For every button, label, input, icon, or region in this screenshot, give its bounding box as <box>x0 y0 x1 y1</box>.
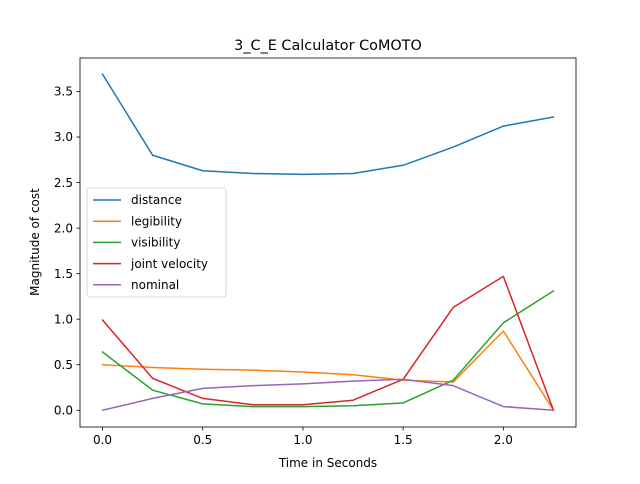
plot-area-frame <box>79 57 577 428</box>
legend-label-joint-velocity: joint velocity <box>130 257 208 271</box>
legend-label-legibility: legibility <box>131 214 182 228</box>
y-axis-label: Magnitude of cost <box>28 188 42 296</box>
x-axis-label: Time in Seconds <box>278 456 377 470</box>
y-tick-label: 3.0 <box>54 130 73 144</box>
series-line-nominal <box>101 378 555 412</box>
legend-label-distance: distance <box>131 193 182 207</box>
y-tick-label: 0.5 <box>54 358 73 372</box>
y-tick-label: 3.5 <box>54 85 73 99</box>
y-tick-label: 1.0 <box>54 312 73 326</box>
y-tick-label: 0.0 <box>54 403 73 417</box>
chart-title: 3_C_E Calculator CoMOTO <box>234 38 422 54</box>
axis-ticks: 0.0 0.5 1.0 1.5 2.0 0.0 0.5 1.0 1.5 2.0 2.5 3.0 3.5 <box>54 85 513 447</box>
legend-box <box>86 187 227 298</box>
legend-label-visibility: visibility <box>131 236 180 250</box>
series-line-distance <box>101 73 555 176</box>
x-tick-label: 2.0 <box>494 433 513 447</box>
y-tick-label: 2.5 <box>54 176 73 190</box>
x-tick-label: 1.5 <box>394 433 413 447</box>
x-tick-label: 1.0 <box>293 433 312 447</box>
legend: distance legibility visibility joint veloci… <box>86 187 227 298</box>
series-lines <box>101 73 555 412</box>
x-tick-label: 0.5 <box>193 433 212 447</box>
x-tick-label: 0.0 <box>93 433 112 447</box>
series-line-joint-velocity <box>101 275 555 412</box>
y-tick-label: 2.0 <box>54 221 73 235</box>
legend-label-nominal: nominal <box>131 278 179 292</box>
y-tick-label: 1.5 <box>54 267 73 281</box>
series-line-legibility <box>101 330 555 412</box>
series-line-visibility <box>101 289 555 408</box>
